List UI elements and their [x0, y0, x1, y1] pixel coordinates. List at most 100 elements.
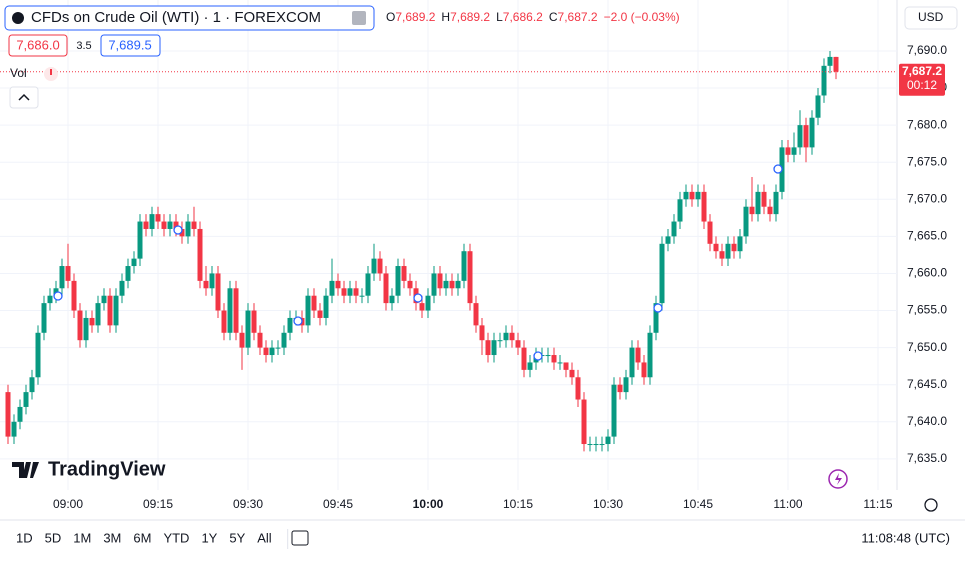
candle-body [515, 340, 521, 348]
candle-body [491, 340, 497, 356]
candle-body [137, 221, 143, 259]
candle-body [713, 243, 719, 252]
x-tick-label: 10:15 [503, 497, 533, 511]
candle-body [83, 317, 89, 341]
candle-body [59, 266, 65, 289]
candle-body [149, 214, 155, 229]
candle-body [689, 191, 695, 200]
candle-body [245, 310, 251, 348]
candle-body [575, 377, 581, 400]
candle-body [263, 347, 269, 356]
candle-body [185, 221, 191, 237]
candle-body [257, 332, 263, 348]
timeframe-button[interactable]: 5Y [229, 530, 245, 545]
candle-body [371, 258, 377, 274]
candle-body [239, 332, 245, 348]
candle-body [365, 273, 371, 296]
chart-title: CFDs on Crude Oil (WTI) · 1 · FOREXCOM [31, 9, 321, 26]
candle-body [749, 206, 755, 215]
candle-body [251, 310, 257, 333]
candle-body [719, 251, 725, 259]
candle-body [71, 280, 77, 311]
volume-label: Vol [10, 66, 27, 80]
candle-body [359, 295, 365, 297]
candle-body [671, 221, 677, 237]
candle-body [125, 266, 131, 281]
legend-key: C [549, 10, 558, 24]
settings-icon[interactable] [924, 498, 938, 512]
collapse-icon [18, 93, 30, 101]
legend-value: 7,687.2 [558, 10, 598, 24]
event-marker[interactable] [293, 316, 303, 326]
brand: TradingView [48, 458, 166, 480]
bid-price[interactable]: 7,686.0 [16, 37, 59, 52]
collapse-button[interactable] [9, 86, 39, 109]
candle-body [461, 251, 467, 281]
countdown: 00:12 [907, 78, 937, 92]
timeframe-button[interactable]: 1Y [201, 530, 217, 545]
candle-body [455, 280, 461, 289]
currency-box[interactable] [904, 6, 958, 30]
x-tick-label: 10:45 [683, 497, 713, 511]
candle-body [407, 280, 413, 289]
candle-body [191, 221, 197, 229]
legend-change: −2.0 (−0.03%) [604, 10, 680, 24]
bid-box[interactable] [8, 34, 68, 57]
candle-body [557, 362, 563, 364]
candle-body [419, 303, 425, 311]
timeframe-button[interactable]: YTD [163, 530, 189, 545]
symbol-box[interactable] [4, 5, 375, 31]
candle-body [311, 295, 317, 311]
candle-body [101, 295, 107, 304]
candle-body [467, 251, 473, 304]
candle-body [791, 147, 797, 155]
event-marker[interactable] [413, 293, 423, 303]
candle-body [545, 355, 551, 357]
ask-price[interactable]: 7,689.5 [108, 37, 151, 52]
candle-body [17, 406, 23, 422]
y-tick-label: 7,650.0 [907, 340, 947, 354]
timeframe-button[interactable]: All [257, 530, 272, 545]
y-tick-label: 7,645.0 [907, 377, 947, 391]
candle-body [89, 317, 95, 326]
legend-key: H [441, 10, 450, 24]
candle-body [161, 221, 167, 229]
candle-body [431, 273, 437, 296]
candle-body [275, 347, 281, 349]
candle-body [833, 56, 839, 72]
event-marker[interactable] [773, 164, 783, 174]
candle-body [503, 332, 509, 341]
ask-box[interactable] [100, 34, 161, 57]
y-tick-label: 7,635.0 [907, 451, 947, 465]
x-tick-label: 10:00 [413, 497, 444, 511]
candle-body [425, 295, 431, 311]
candle-body [569, 369, 575, 378]
legend-key: O [386, 10, 395, 24]
timeframe-button[interactable]: 6M [133, 530, 151, 545]
candle-body [173, 221, 179, 229]
timeframe-button[interactable]: 1M [73, 530, 91, 545]
event-marker[interactable] [653, 303, 663, 313]
timeframe-button[interactable]: 1D [16, 530, 33, 545]
timeframe-button[interactable]: 3M [103, 530, 121, 545]
candle-body [599, 444, 605, 446]
candle-body [449, 280, 455, 289]
plot-area [0, 0, 897, 490]
event-marker[interactable] [173, 225, 183, 235]
y-tick-label: 7,665.0 [907, 229, 947, 243]
candle-body [641, 362, 647, 378]
date-range-icon[interactable] [291, 530, 309, 546]
event-marker[interactable] [53, 291, 63, 301]
currency[interactable]: USD [918, 10, 944, 24]
event-marker[interactable] [533, 351, 543, 361]
flag-icon[interactable] [352, 11, 366, 25]
candle-body [761, 191, 767, 207]
candle-body [527, 362, 533, 370]
candle-body [323, 295, 329, 318]
candle-body [377, 258, 383, 274]
legend-value: 7,689.2 [395, 10, 435, 24]
events-bolt [835, 473, 842, 485]
x-tick-label: 11:15 [863, 497, 892, 511]
timeframe-button[interactable]: 5D [45, 530, 62, 545]
y-tick-label: 7,660.0 [907, 266, 947, 280]
